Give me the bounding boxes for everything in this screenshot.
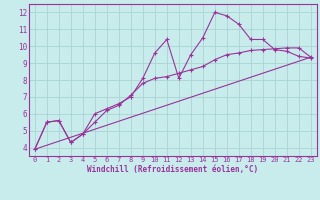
X-axis label: Windchill (Refroidissement éolien,°C): Windchill (Refroidissement éolien,°C) <box>87 165 258 174</box>
